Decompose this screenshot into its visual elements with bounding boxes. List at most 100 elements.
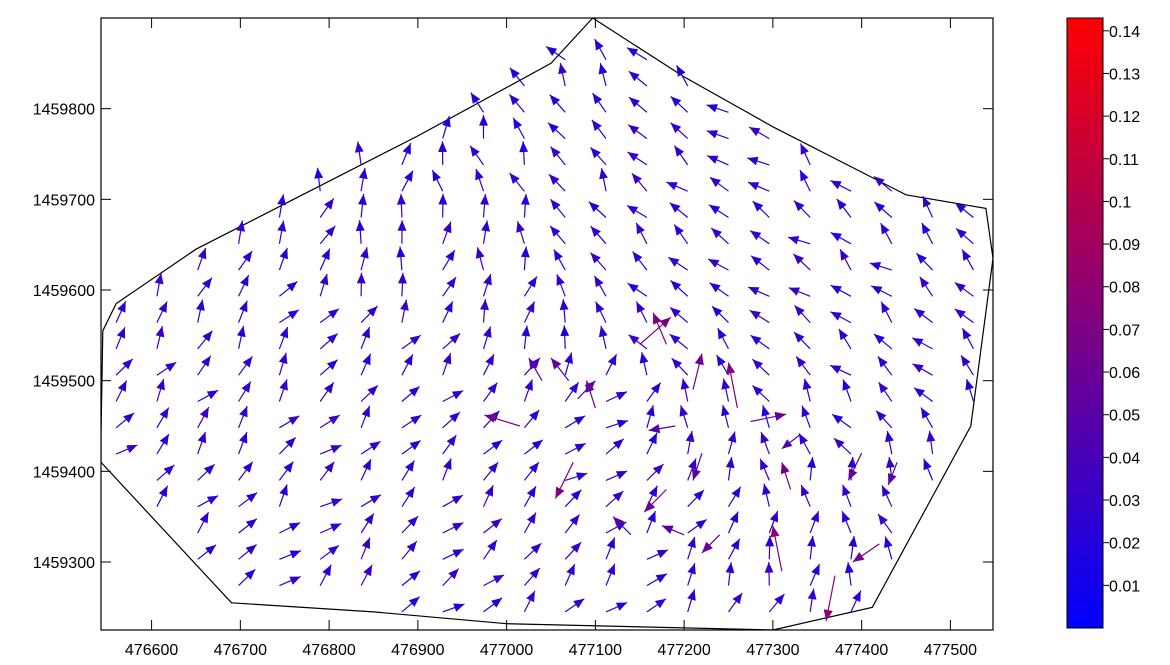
vector-arrow	[442, 603, 465, 613]
vector-arrow	[115, 380, 128, 402]
vector-arrow	[156, 407, 170, 429]
vector-arrow	[631, 172, 648, 192]
vector-arrow	[398, 272, 407, 297]
x-tick-label: 476700	[214, 642, 267, 659]
vector-arrow	[279, 415, 300, 429]
vector-arrow	[593, 275, 607, 297]
vector-arrow	[484, 413, 521, 427]
vector-arrow	[278, 461, 294, 481]
vector-arrow	[401, 334, 422, 350]
vector-arrow	[802, 378, 812, 402]
vector-arrow	[156, 433, 170, 455]
vector-arrow	[954, 308, 974, 324]
vector-arrow	[844, 562, 854, 586]
vector-arrow	[799, 169, 811, 192]
vector-arrow	[564, 415, 586, 429]
vector-arrow	[588, 201, 607, 218]
x-tick-label: 477200	[657, 642, 710, 659]
colorbar-tick-label: 0.14	[1109, 24, 1140, 41]
vector-arrow	[319, 359, 338, 376]
vector-arrow	[360, 305, 378, 324]
vector-arrow	[800, 484, 811, 507]
vector-arrow	[197, 406, 210, 429]
vector-arrow	[197, 431, 207, 455]
vector-arrow	[627, 282, 648, 297]
y-tick-label: 1459700	[33, 192, 95, 209]
vector-arrow	[528, 357, 543, 382]
vector-arrow	[545, 46, 566, 61]
colorbar-tick-label: 0.1	[1109, 194, 1131, 211]
vector-arrow	[314, 167, 324, 192]
vector-arrow	[627, 124, 648, 140]
vector-arrow	[565, 472, 588, 481]
plot-frame	[100, 17, 994, 631]
vector-arrow	[787, 236, 811, 245]
vector-arrow	[553, 249, 566, 271]
vector-arrow	[483, 439, 503, 455]
vector-arrow	[480, 299, 489, 323]
vector-arrow	[628, 96, 648, 113]
vector-arrow	[870, 285, 893, 297]
vector-arrow	[809, 510, 820, 534]
vector-arrow	[197, 330, 213, 350]
vector-arrow	[442, 568, 460, 587]
vector-arrow	[708, 204, 729, 219]
vector-arrow	[961, 249, 975, 271]
vector-arrow	[401, 414, 422, 429]
vector-arrow	[717, 327, 730, 350]
vector-arrow	[595, 301, 607, 323]
vector-arrow	[848, 535, 858, 560]
colorbar-tick-label: 0.09	[1109, 237, 1140, 254]
vector-arrow	[442, 494, 464, 508]
vector-arrow	[764, 561, 774, 586]
vector-arrow	[278, 247, 288, 271]
vector-arrow	[749, 309, 770, 324]
vector-arrow	[807, 456, 816, 481]
vector-arrow	[726, 362, 738, 409]
vector-arrow	[475, 168, 485, 192]
vector-arrow	[761, 405, 770, 428]
vector-arrow	[115, 358, 134, 376]
vector-arrow	[401, 570, 421, 587]
vector-arrow	[279, 281, 298, 297]
x-tick-label: 477300	[746, 642, 799, 659]
vector-arrow	[279, 550, 302, 560]
vector-arrow	[278, 484, 288, 507]
vector-arrow	[197, 544, 217, 560]
vector-arrow	[646, 432, 658, 455]
vector-arrow	[829, 364, 852, 376]
colorbar-tick-label: 0.05	[1109, 408, 1140, 425]
colorbar-tick-label: 0.01	[1109, 578, 1140, 595]
vector-arrow	[156, 464, 175, 481]
vector-arrow	[470, 92, 485, 113]
vector-arrow	[711, 305, 729, 324]
vector-arrow	[508, 94, 525, 113]
vector-arrow	[875, 410, 893, 429]
vector-arrow	[401, 170, 414, 192]
vector-arrow	[396, 193, 406, 218]
vector-arrow	[788, 287, 811, 297]
vector-arrow	[550, 146, 566, 166]
vector-arrow	[768, 510, 779, 534]
vector-arrow	[360, 247, 369, 271]
vector-arrow	[442, 115, 451, 139]
vector-arrow	[680, 378, 690, 402]
vector-arrow	[831, 413, 852, 429]
vector-arrow	[598, 62, 608, 87]
vector-arrow	[960, 354, 975, 376]
vector-arrow	[809, 563, 821, 586]
vector-arrow	[747, 156, 770, 166]
vector-arrow	[590, 252, 607, 271]
x-tick-label: 477000	[480, 642, 533, 659]
vector-arrow	[360, 353, 372, 376]
vector-arrow	[277, 220, 287, 244]
vector-arrow	[913, 308, 933, 324]
vector-arrow	[687, 489, 705, 508]
vector-arrow	[669, 202, 689, 218]
vector-arrow	[238, 461, 254, 481]
vector-arrow	[397, 220, 407, 244]
vector-arrow	[823, 575, 836, 622]
vector-arrow	[564, 352, 573, 376]
vector-arrow	[880, 222, 893, 245]
vector-arrow	[692, 453, 703, 481]
